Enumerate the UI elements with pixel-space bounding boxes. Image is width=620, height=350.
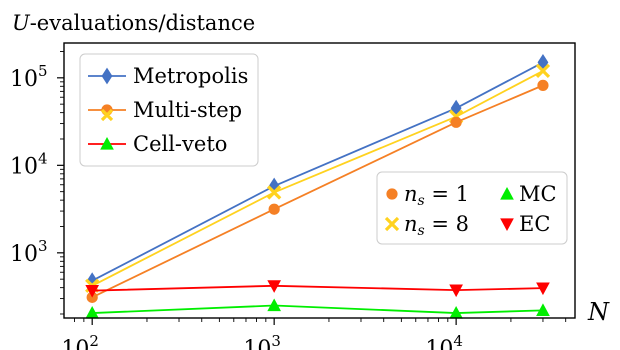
x-tick-label-2: 104 — [425, 332, 463, 350]
data-point-2-2 — [451, 117, 461, 127]
data-point-2-1 — [269, 204, 279, 214]
y-tick-label-2: 105 — [10, 62, 48, 92]
y-tick-label-0: 103 — [10, 237, 48, 267]
legend-main: Metropolis Multi-step Cell-veto — [80, 54, 258, 166]
series-line-3 — [92, 286, 543, 291]
legend-main-label-0: Metropolis — [133, 64, 248, 88]
series-3 — [86, 281, 549, 297]
legend-main-label-1: Multi-step — [133, 98, 242, 122]
y-tick-label-1: 104 — [10, 149, 48, 179]
legend-secondary-label-0: ns = 1 — [404, 182, 469, 209]
x-tick-label-0: 102 — [61, 332, 99, 350]
legend-secondary-label-2: MC — [519, 182, 557, 206]
y-axis-title: U-evaluations/distance — [12, 11, 255, 35]
legend-secondary-label-3: EC — [519, 212, 550, 236]
legend-secondary-marker-0 — [387, 189, 397, 199]
legend-secondary-label-1: ns = 8 — [404, 212, 469, 239]
data-point-2-3 — [538, 80, 548, 90]
series-4 — [86, 300, 549, 319]
series-line-4 — [92, 306, 543, 314]
x-axis-title: N — [587, 298, 610, 326]
x-tick-label-1: 103 — [243, 332, 281, 350]
legend-main-label-2: Cell-veto — [133, 132, 227, 156]
legend-secondary: ns = 1 ns = 8 MC EC — [377, 172, 567, 244]
